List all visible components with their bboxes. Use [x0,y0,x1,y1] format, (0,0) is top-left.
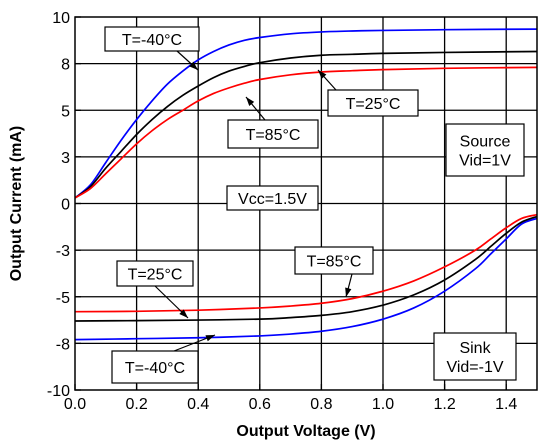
annotation-box [433,332,517,381]
series-line-2 [74,66,538,199]
y-tick-label: -5 [56,290,70,307]
annotation-label: T=-40°C [122,32,182,49]
annotation-arrowhead [189,61,198,70]
annotation-box [104,26,200,52]
annotation-label: Sink [459,340,491,357]
annotation-label: T=25°C [128,267,183,284]
x-tick-label: 0.6 [249,396,271,413]
annotation-arrowhead [318,70,327,79]
annotation-arrowhead [246,97,255,106]
x-tick-label: 1.0 [372,396,394,413]
annotation-box [294,246,374,275]
y-tick-label: 8 [61,57,70,74]
y-tick-label: -3 [56,243,70,260]
annotation-box [226,185,319,211]
series-group [74,28,538,341]
y-tick-label: 3 [61,150,70,167]
annotation-box [445,123,525,177]
annotation-label: T=25°C [346,96,401,113]
annotations: T=-40°C T=25°C T=85°C Source Vid=1V Vcc=1.5V T… [104,26,525,384]
y-tick-label: -8 [56,336,70,353]
annotation-arrowhead [179,309,188,318]
y-tick-label: 10 [52,10,70,27]
y-axis-label: Output Current (mA) [8,126,25,282]
annotation-label: Vid=1V [459,153,511,170]
x-tick-label: 0.0 [64,396,86,413]
series-line-0 [74,28,538,199]
x-tick-label: 1.2 [433,396,455,413]
y-tick-label: 0 [61,197,70,214]
annotation-arrowhead [345,287,352,297]
x-tick-label: 0.4 [187,396,209,413]
series-line-5 [74,213,538,313]
series-line-3 [74,217,538,341]
annotation-arrowhead [205,335,215,342]
series-line-4 [74,215,538,322]
annotation-box [227,119,319,149]
series-line-1 [74,50,538,199]
y-tick-label: 5 [61,103,70,120]
annotation-label: Source [460,134,511,151]
x-tick-label: 1.4 [495,396,517,413]
annotation-box [111,350,199,384]
x-axis-label: Output Voltage (V) [236,423,375,440]
y-tick-label: -10 [47,383,70,400]
annotation-label: T=85°C [246,127,301,144]
annotation-label: Vid=-1V [446,359,503,376]
ticks: 0.0 0.2 0.4 0.6 0.8 1.0 1.2 1.4 10 8 5 3 0 -3 -5 -8 -10 [47,10,518,413]
x-tick-label: 0.8 [310,396,332,413]
annotation-label: T=-40°C [125,360,185,377]
annotation-label: Vcc=1.5V [238,191,307,208]
annotation-box [327,89,419,117]
annotation-label: T=85°C [307,254,362,271]
annotation-box [116,260,194,287]
x-tick-label: 0.2 [125,396,147,413]
